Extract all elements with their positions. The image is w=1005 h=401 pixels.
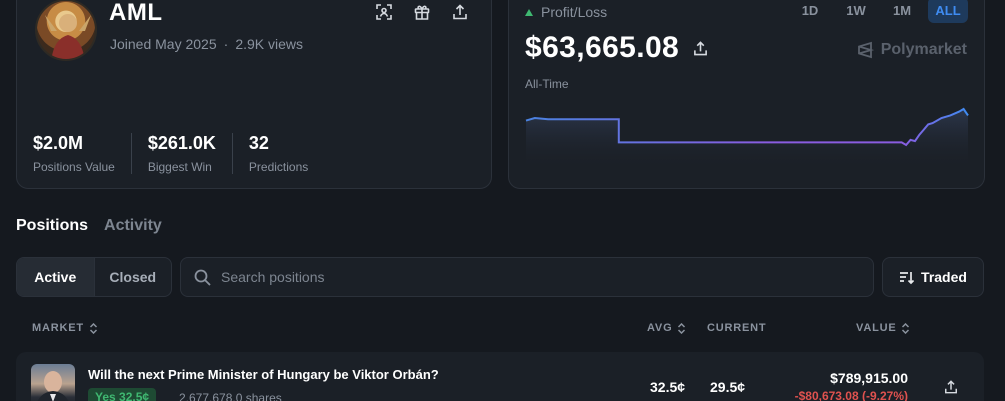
range-1m[interactable]: 1M bbox=[892, 2, 912, 18]
filter-active-button[interactable]: Active bbox=[17, 258, 95, 296]
profile-meta: Joined May 2025 · 2.9K views bbox=[110, 36, 303, 52]
tab-positions[interactable]: Positions bbox=[16, 217, 89, 234]
position-pnl-change: -$80,673.08 (-9.27%) bbox=[794, 389, 908, 401]
pnl-card: Profit/Loss 1D 1W 1M ALL $63,665.08 Poly… bbox=[508, 0, 985, 189]
stat-label: Biggest Win bbox=[147, 160, 212, 174]
pnl-period-label: All-Time bbox=[525, 77, 569, 91]
range-all[interactable]: ALL bbox=[928, 0, 968, 23]
search-input[interactable] bbox=[221, 269, 861, 285]
profile-stats: $2.0M Positions Value $261.0K Biggest Wi… bbox=[33, 133, 324, 174]
search-icon bbox=[194, 269, 211, 286]
share-icon[interactable] bbox=[451, 3, 469, 21]
stat-biggest-win: $261.0K Biggest Win bbox=[130, 133, 232, 174]
column-label: CURRENT bbox=[707, 322, 767, 334]
position-value: $789,915.00 bbox=[830, 370, 908, 386]
market-title[interactable]: Will the next Prime Minister of Hungary … bbox=[88, 367, 439, 382]
polymarket-logo-icon bbox=[857, 41, 874, 59]
profile-card: AML Joined May 2025 · 2.9K views $2.0M Pos… bbox=[16, 0, 492, 189]
share-count: 2,677,678.0 shares bbox=[179, 391, 282, 401]
pnl-chart-line bbox=[525, 107, 969, 147]
up-triangle-icon bbox=[525, 8, 533, 16]
pnl-amount-row: $63,665.08 bbox=[525, 31, 709, 65]
pnl-chart-area bbox=[526, 109, 968, 169]
range-1w[interactable]: 1W bbox=[846, 2, 866, 18]
sort-arrows-icon bbox=[678, 322, 686, 334]
brand-name: Polymarket bbox=[880, 41, 967, 58]
pnl-chart bbox=[525, 107, 969, 169]
view-count: 2.9K views bbox=[235, 36, 304, 52]
stat-label: Predictions bbox=[248, 160, 309, 174]
share-icon[interactable] bbox=[691, 39, 709, 57]
table-row[interactable]: Will the next Prime Minister of Hungary … bbox=[16, 352, 984, 401]
column-label: VALUE bbox=[856, 322, 897, 334]
market-image bbox=[31, 364, 75, 401]
outcome-badge: Yes 32.5¢ bbox=[88, 388, 157, 401]
tab-activity[interactable]: Activity bbox=[104, 217, 162, 234]
portrait-icon bbox=[37, 371, 69, 401]
pnl-label: Profit/Loss bbox=[541, 4, 608, 20]
column-current: CURRENT bbox=[707, 322, 766, 334]
column-value[interactable]: VALUE bbox=[856, 322, 910, 334]
joined-date: Joined May 2025 bbox=[110, 36, 217, 52]
status-toggle: Active Closed bbox=[16, 257, 172, 297]
profile-actions bbox=[375, 3, 469, 21]
brand-logo: Polymarket bbox=[856, 41, 967, 59]
stat-label: Positions Value bbox=[33, 160, 115, 174]
pnl-amount: $63,665.08 bbox=[525, 31, 680, 64]
avatar-figure-icon bbox=[45, 14, 91, 59]
sort-arrows-icon bbox=[902, 322, 910, 334]
time-range-selector: 1D 1W 1M ALL bbox=[790, 0, 968, 23]
share-icon[interactable] bbox=[942, 378, 960, 396]
avatar[interactable] bbox=[35, 0, 97, 61]
username: AML bbox=[109, 0, 163, 26]
meta-separator: · bbox=[223, 36, 229, 52]
gift-icon[interactable] bbox=[413, 3, 431, 21]
column-market[interactable]: MARKET bbox=[32, 322, 98, 334]
stat-value: $2.0M bbox=[33, 133, 84, 153]
sort-arrows-icon bbox=[89, 322, 97, 334]
column-label: MARKET bbox=[32, 322, 84, 334]
stat-positions-value: $2.0M Positions Value bbox=[33, 133, 131, 174]
scan-icon[interactable] bbox=[375, 3, 393, 21]
avg-price: 32.5¢ bbox=[650, 379, 686, 395]
current-price: 29.5¢ bbox=[710, 379, 746, 395]
stat-predictions: 32 Predictions bbox=[231, 133, 324, 174]
sort-label: Traded bbox=[921, 269, 967, 285]
sort-traded-button[interactable]: Traded bbox=[882, 257, 984, 297]
search-box bbox=[180, 257, 874, 297]
filter-closed-button[interactable]: Closed bbox=[109, 269, 157, 285]
sort-icon bbox=[900, 271, 915, 284]
section-tabs: Positions Activity bbox=[16, 217, 162, 235]
column-avg[interactable]: AVG bbox=[647, 322, 686, 334]
column-label: AVG bbox=[647, 322, 673, 334]
stat-value: $261.0K bbox=[147, 133, 216, 153]
stat-value: 32 bbox=[248, 133, 269, 153]
pnl-header: Profit/Loss bbox=[525, 4, 607, 20]
range-1d[interactable]: 1D bbox=[801, 2, 819, 18]
